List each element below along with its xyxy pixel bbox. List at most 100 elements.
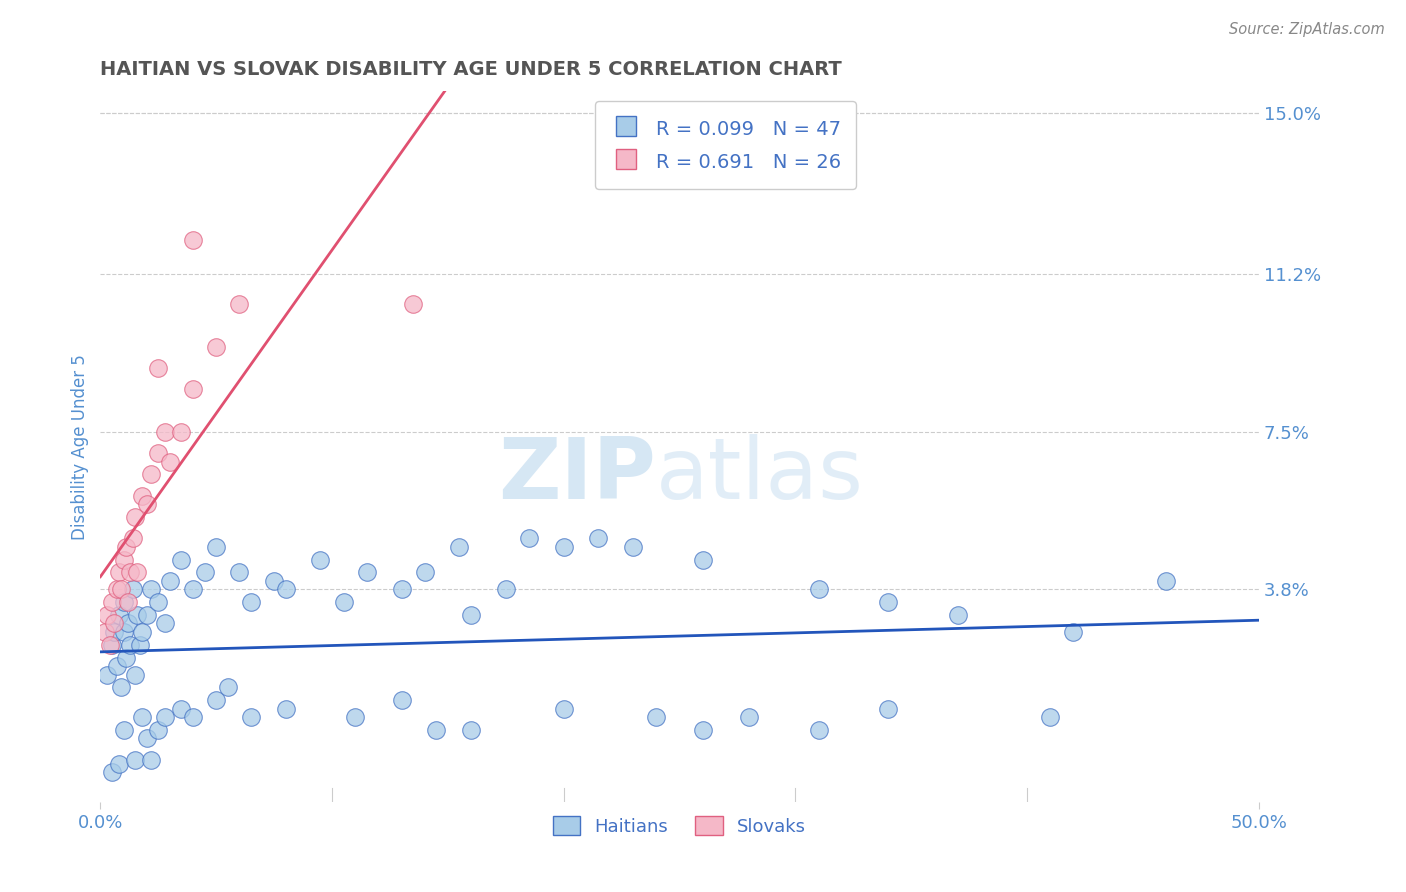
Point: [274, 701, 297, 715]
Point: [127, 566, 149, 580]
Point: [170, 425, 193, 439]
Point: [553, 540, 575, 554]
Point: [217, 681, 239, 695]
Point: [194, 566, 217, 580]
Point: [1039, 710, 1062, 724]
Point: [356, 566, 378, 580]
Point: [807, 723, 830, 737]
Point: [120, 566, 142, 580]
Point: [117, 616, 139, 631]
Point: [460, 723, 482, 737]
Point: [124, 667, 146, 681]
Point: [114, 650, 136, 665]
Point: [588, 531, 610, 545]
Point: [121, 582, 143, 597]
Point: [103, 616, 125, 631]
Point: [103, 624, 125, 639]
Point: [101, 765, 124, 780]
Text: HAITIAN VS SLOVAK DISABILITY AGE UNDER 5 CORRELATION CHART: HAITIAN VS SLOVAK DISABILITY AGE UNDER 5…: [100, 60, 842, 78]
Point: [96, 667, 118, 681]
Point: [141, 467, 163, 482]
Point: [124, 510, 146, 524]
Point: [105, 659, 128, 673]
Text: atlas: atlas: [657, 434, 865, 516]
Point: [228, 297, 250, 311]
Point: [517, 531, 540, 545]
Point: [170, 552, 193, 566]
Point: [117, 595, 139, 609]
Point: [205, 693, 228, 707]
Point: [127, 607, 149, 622]
Point: [108, 607, 131, 622]
Point: [738, 710, 761, 724]
Point: [274, 582, 297, 597]
Point: [645, 710, 668, 724]
Point: [228, 566, 250, 580]
Point: [101, 638, 124, 652]
Point: [449, 540, 471, 554]
Point: [131, 710, 153, 724]
Point: [181, 233, 204, 247]
Point: [155, 425, 177, 439]
Point: [621, 540, 644, 554]
Point: [309, 552, 332, 566]
Point: [98, 638, 121, 652]
Point: [112, 624, 135, 639]
Point: [105, 582, 128, 597]
Point: [131, 489, 153, 503]
Point: [135, 607, 157, 622]
Point: [181, 582, 204, 597]
Point: [135, 497, 157, 511]
Point: [148, 361, 170, 376]
Point: [344, 710, 367, 724]
Point: [170, 701, 193, 715]
Point: [155, 616, 177, 631]
Point: [159, 455, 181, 469]
Point: [108, 756, 131, 771]
Point: [159, 574, 181, 588]
Point: [413, 566, 436, 580]
Point: [112, 552, 135, 566]
Point: [148, 723, 170, 737]
Point: [332, 595, 354, 609]
Point: [128, 638, 150, 652]
Point: [692, 723, 714, 737]
Point: [181, 382, 204, 396]
Point: [877, 701, 900, 715]
Point: [1154, 574, 1177, 588]
Point: [205, 540, 228, 554]
Point: [108, 566, 131, 580]
Point: [121, 531, 143, 545]
Point: [391, 693, 413, 707]
Legend: Haitians, Slovaks: Haitians, Slovaks: [546, 809, 813, 843]
Point: [141, 582, 163, 597]
Point: [239, 710, 262, 724]
Point: [460, 607, 482, 622]
Point: [155, 710, 177, 724]
Point: [1062, 624, 1084, 639]
Point: [101, 595, 124, 609]
Point: [692, 552, 714, 566]
Point: [807, 582, 830, 597]
Point: [391, 582, 413, 597]
Point: [205, 340, 228, 354]
Point: [110, 681, 132, 695]
Point: [181, 710, 204, 724]
Point: [148, 446, 170, 460]
Point: [96, 607, 118, 622]
Point: [131, 624, 153, 639]
Point: [120, 638, 142, 652]
Point: [495, 582, 517, 597]
Point: [141, 753, 163, 767]
Point: [148, 595, 170, 609]
Point: [239, 595, 262, 609]
Point: [425, 723, 447, 737]
Text: ZIP: ZIP: [499, 434, 657, 516]
Point: [263, 574, 285, 588]
Y-axis label: Disability Age Under 5: Disability Age Under 5: [72, 354, 89, 540]
Point: [553, 701, 575, 715]
Point: [112, 595, 135, 609]
Text: Source: ZipAtlas.com: Source: ZipAtlas.com: [1229, 22, 1385, 37]
Point: [946, 607, 969, 622]
Point: [94, 624, 117, 639]
